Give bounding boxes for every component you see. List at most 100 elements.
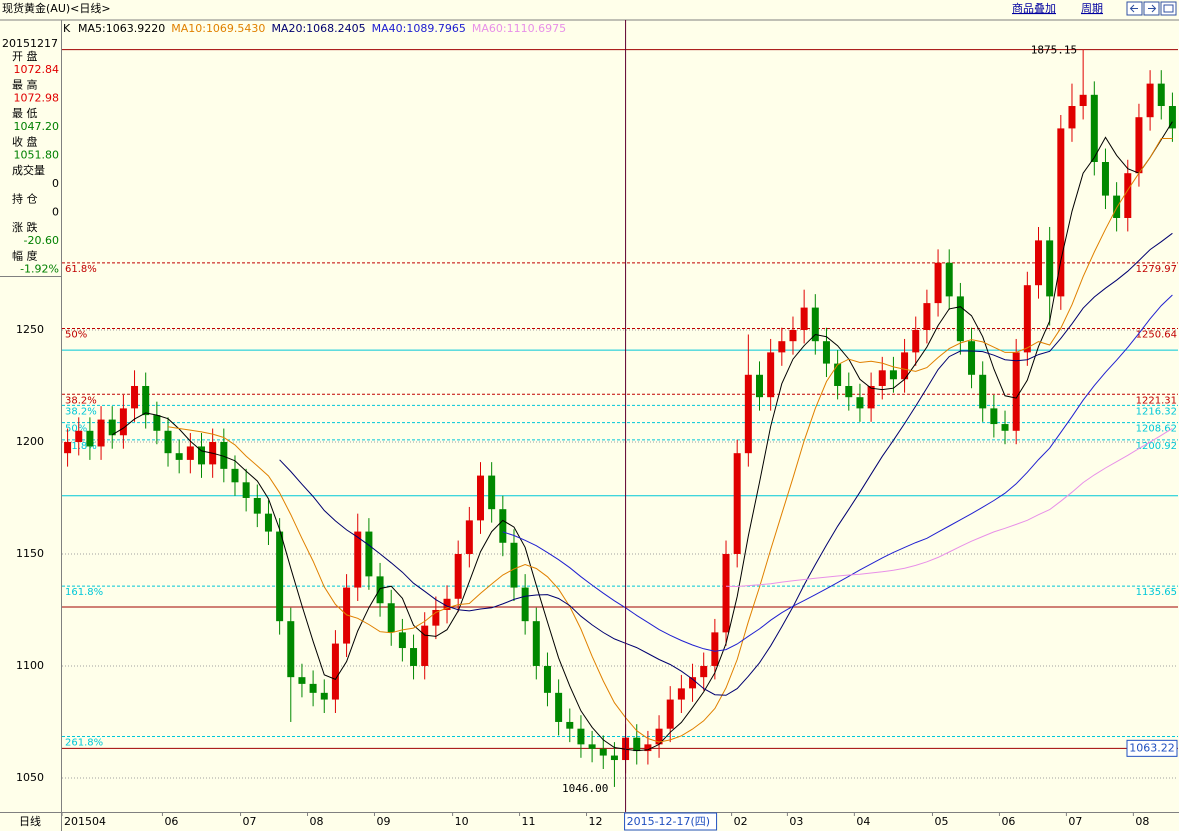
info-label: 幅 度 bbox=[12, 249, 38, 263]
candle-body bbox=[666, 699, 674, 729]
candle-body bbox=[610, 755, 618, 761]
candle-body bbox=[287, 621, 295, 678]
candle-body bbox=[432, 609, 440, 626]
candle-body bbox=[477, 475, 484, 521]
candle-body bbox=[856, 397, 864, 409]
candle-body bbox=[532, 621, 540, 666]
info-value: 1051.80 bbox=[14, 149, 60, 162]
candle-body bbox=[1146, 83, 1154, 118]
x-tick-label: 03 bbox=[789, 815, 803, 828]
candle-body bbox=[242, 482, 250, 498]
candle-body bbox=[566, 721, 574, 729]
candle-body bbox=[343, 587, 351, 644]
candle-body bbox=[220, 441, 228, 469]
link[interactable]: 周期 bbox=[1081, 2, 1103, 15]
x-tick-label: 09 bbox=[376, 815, 390, 828]
candle-body bbox=[834, 363, 842, 386]
candle-body bbox=[1068, 106, 1076, 129]
candle-body bbox=[376, 576, 384, 604]
candle-body bbox=[488, 475, 496, 510]
candle-body bbox=[722, 553, 730, 633]
x-tick-label: 02 bbox=[734, 815, 748, 828]
candle-body bbox=[276, 531, 284, 622]
candle-body bbox=[744, 374, 752, 454]
info-value: 0 bbox=[52, 206, 59, 219]
candle-body bbox=[1035, 240, 1042, 286]
candle-body bbox=[756, 374, 763, 398]
candle-body bbox=[365, 531, 373, 577]
x-tick-label: 06 bbox=[1001, 815, 1015, 828]
candle-body bbox=[711, 632, 719, 666]
candle-body bbox=[677, 688, 685, 700]
candle-body bbox=[700, 665, 708, 678]
candle-body bbox=[1135, 117, 1143, 174]
candle-body bbox=[465, 520, 473, 554]
info-value: 1047.20 bbox=[14, 120, 60, 133]
candle-body bbox=[421, 625, 429, 666]
legend-entry: MA10:1069.5430 bbox=[171, 22, 265, 35]
info-label: 持 仓 bbox=[12, 192, 38, 206]
x-tick-label: 11 bbox=[522, 815, 536, 828]
candle-body bbox=[778, 341, 786, 353]
candle-body bbox=[521, 587, 529, 622]
candle-body bbox=[633, 737, 641, 752]
candle-body bbox=[923, 303, 931, 330]
candle-body bbox=[1113, 195, 1121, 218]
candle-body bbox=[198, 446, 205, 465]
candle-body bbox=[945, 262, 953, 297]
candle-body bbox=[1001, 424, 1009, 431]
x-tick-label: 07 bbox=[1068, 815, 1082, 828]
candle-body bbox=[1057, 128, 1065, 297]
candle-body bbox=[1090, 94, 1098, 163]
candle-body bbox=[510, 542, 518, 588]
info-label: 最 高 bbox=[12, 78, 38, 92]
crosshair-label: 2015-12-17(四) bbox=[627, 815, 711, 828]
price-box bbox=[1126, 739, 1178, 757]
candle-body bbox=[153, 415, 161, 431]
button[interactable] bbox=[1160, 1, 1177, 16]
candle-body bbox=[119, 408, 127, 436]
period-label: 日线 bbox=[19, 814, 41, 828]
info-value: 1072.98 bbox=[14, 92, 60, 105]
candle-body bbox=[164, 430, 172, 454]
candle-body bbox=[901, 352, 909, 380]
candle-body bbox=[443, 598, 451, 610]
y-tick-label: 1100 bbox=[16, 659, 44, 672]
title: 现货黄金(AU)<日线> bbox=[2, 1, 111, 15]
annotation: 1046.00 bbox=[562, 782, 608, 795]
candle-body bbox=[354, 531, 362, 588]
candle-body bbox=[309, 683, 317, 693]
fib-label: 38.2% bbox=[65, 395, 97, 406]
y-tick-label: 1250 bbox=[16, 323, 44, 336]
nav-buttons[interactable] bbox=[1126, 1, 1177, 16]
x-tick-label: 07 bbox=[243, 815, 257, 828]
y-tick-label: 1150 bbox=[16, 547, 44, 560]
info-value: 0 bbox=[52, 177, 59, 190]
info-date: 20151217 bbox=[2, 37, 58, 50]
icon bbox=[1129, 4, 1138, 13]
candle-body bbox=[588, 744, 596, 749]
link[interactable]: 商品叠加 bbox=[1012, 1, 1056, 15]
fib-price: 1250.64 bbox=[1136, 330, 1177, 341]
candle-body bbox=[387, 603, 395, 633]
candle-body bbox=[142, 385, 150, 416]
x-tick-label: 08 bbox=[310, 815, 324, 828]
fib-price: 1221.31 bbox=[1136, 395, 1177, 406]
ma-line bbox=[111, 121, 1173, 752]
info-label: 成交量 bbox=[12, 163, 45, 177]
candle-body bbox=[990, 408, 998, 425]
x-tick-label: 05 bbox=[934, 815, 948, 828]
candle-body bbox=[912, 329, 920, 353]
fib-price: 1208.62 bbox=[1136, 424, 1177, 435]
candle-body bbox=[543, 665, 551, 693]
price-box-label: 1063.22 bbox=[1129, 741, 1175, 754]
fib-label: 161.8% bbox=[65, 587, 103, 598]
candle-body bbox=[577, 728, 585, 745]
candle-body bbox=[1023, 285, 1031, 353]
candle-body bbox=[253, 497, 261, 514]
candle-body bbox=[298, 677, 306, 684]
candle-body bbox=[845, 385, 853, 398]
info-label: 涨 跌 bbox=[12, 220, 38, 234]
